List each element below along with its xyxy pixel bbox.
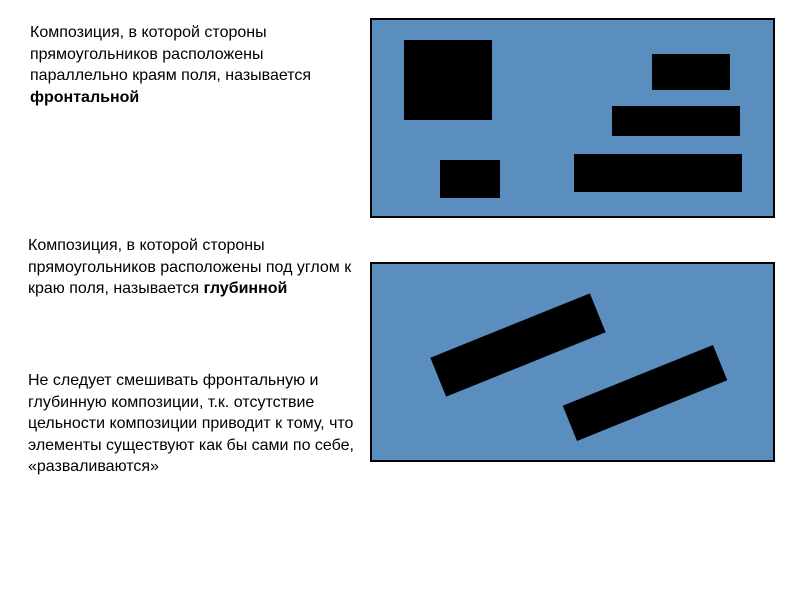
text-deep-bold: глубинной xyxy=(204,280,288,297)
shape-rect xyxy=(574,154,742,192)
shape-rect xyxy=(404,40,492,120)
shape-rect xyxy=(652,54,730,90)
shape-rect xyxy=(563,345,727,441)
text-block-deep: Композиция, в которой стороны прямоуголь… xyxy=(28,235,358,300)
shape-rect xyxy=(612,106,740,136)
canvas-frontal xyxy=(370,18,775,218)
text-frontal-bold: фронтальной xyxy=(30,89,139,106)
text-frontal-pre: Композиция, в которой стороны прямоуголь… xyxy=(30,24,311,84)
shape-rect xyxy=(430,293,605,396)
text-block-note: Не следует смешивать фронтальную и глуби… xyxy=(28,370,358,478)
canvas-deep xyxy=(370,262,775,462)
shape-rect xyxy=(440,160,500,198)
text-note-content: Не следует смешивать фронтальную и глуби… xyxy=(28,370,358,478)
text-deep-pre: Композиция, в которой стороны прямоуголь… xyxy=(28,237,351,297)
text-block-frontal: Композиция, в которой стороны прямоуголь… xyxy=(30,22,340,108)
